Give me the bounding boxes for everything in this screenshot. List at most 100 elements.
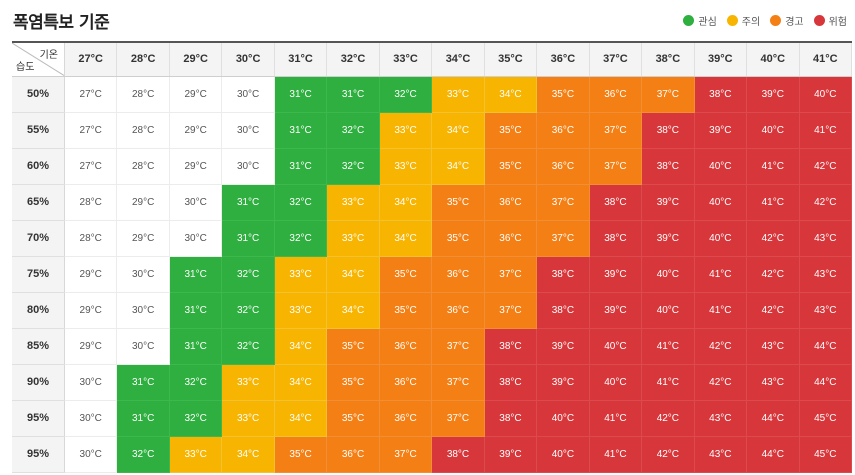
table-cell: 35°C	[326, 400, 380, 437]
table-cell: 39°C	[641, 220, 695, 257]
table-cell: 30°C	[221, 112, 275, 149]
table-cell: 35°C	[326, 364, 380, 401]
table-cell: 29°C	[116, 220, 170, 257]
table-cell: 38°C	[641, 148, 695, 185]
table-cell: 38°C	[484, 328, 538, 365]
table-cell: 31°C	[116, 364, 170, 401]
table-cell: 31°C	[274, 112, 328, 149]
table-cell: 35°C	[536, 76, 590, 113]
table-cell: 31°C	[274, 148, 328, 185]
table-row: 50% 27°C 28°C 29°C 30°C 31°C 31°C 32°C 33°C 34°C 3…	[12, 76, 853, 113]
table-cell: 34°C	[326, 292, 380, 329]
table-cell: 30°C	[116, 292, 170, 329]
table-cell: 34°C	[431, 112, 485, 149]
column-header: 35°C	[484, 42, 538, 77]
table-cell: 36°C	[379, 328, 433, 365]
legend-label: 관심	[698, 17, 717, 28]
table-cell: 33°C	[274, 292, 328, 329]
table-cell: 27°C	[64, 112, 118, 149]
table-cell: 33°C	[326, 184, 380, 221]
table-cell: 39°C	[589, 256, 643, 293]
table-cell: 41°C	[799, 112, 853, 149]
column-header: 34°C	[431, 42, 485, 77]
table-cell: 36°C	[484, 184, 538, 221]
table-cell: 32°C	[221, 292, 275, 329]
table-cell: 37°C	[589, 112, 643, 149]
column-header: 31°C	[274, 42, 328, 77]
table-cell: 34°C	[484, 76, 538, 113]
table-cell: 42°C	[799, 148, 853, 185]
column-header: 29°C	[169, 42, 223, 77]
table-cell: 29°C	[64, 256, 118, 293]
table-cell: 33°C	[221, 364, 275, 401]
table-cell: 38°C	[484, 364, 538, 401]
table-cell: 31°C	[326, 76, 380, 113]
column-header: 37°C	[589, 42, 643, 77]
row-header: 60%	[12, 148, 65, 185]
table-row: 65% 28°C 29°C 30°C 31°C 32°C 33°C 34°C 35°C 36°C 3…	[12, 184, 853, 221]
table-cell: 41°C	[694, 292, 748, 329]
table-cell: 44°C	[799, 328, 853, 365]
table-row: 90% 30°C 31°C 32°C 33°C 34°C 35°C 36°C 37°C 38°C 3…	[12, 364, 853, 401]
diagonal-divider-icon	[12, 43, 64, 76]
orange-dot-icon	[770, 15, 782, 26]
table-cell: 43°C	[694, 400, 748, 437]
column-header: 30°C	[221, 42, 275, 77]
page-title: 폭염특보 기준	[13, 13, 110, 33]
table-row: 70% 28°C 29°C 30°C 31°C 32°C 33°C 34°C 35°C 36°C 3…	[12, 220, 853, 257]
table-cell: 39°C	[746, 76, 800, 113]
table-body: 50% 27°C 28°C 29°C 30°C 31°C 31°C 32°C 33°C 34°C 3…	[12, 76, 853, 473]
table-cell: 35°C	[484, 112, 538, 149]
table-cell: 30°C	[116, 256, 170, 293]
table-cell: 40°C	[746, 112, 800, 149]
table-cell: 36°C	[536, 148, 590, 185]
table-cell: 44°C	[799, 364, 853, 401]
table-cell: 41°C	[641, 364, 695, 401]
table-cell: 40°C	[799, 76, 853, 113]
table-cell: 34°C	[274, 328, 328, 365]
table-cell: 38°C	[484, 400, 538, 437]
table-cell: 41°C	[746, 184, 800, 221]
table-cell: 30°C	[116, 328, 170, 365]
row-header: 80%	[12, 292, 65, 329]
table-cell: 34°C	[326, 256, 380, 293]
column-header: 36°C	[536, 42, 590, 77]
table-cell: 37°C	[431, 364, 485, 401]
table-cell: 44°C	[746, 436, 800, 473]
table-cell: 39°C	[641, 184, 695, 221]
legend-label: 경고	[785, 17, 804, 28]
table-cell: 30°C	[64, 400, 118, 437]
table-cell: 30°C	[169, 184, 223, 221]
table-cell: 32°C	[221, 328, 275, 365]
legend-label: 주의	[741, 17, 761, 28]
column-header: 27°C	[64, 42, 118, 77]
table-cell: 37°C	[536, 220, 590, 257]
table-cell: 29°C	[116, 184, 170, 221]
table-cell: 33°C	[379, 148, 433, 185]
table-cell: 42°C	[799, 184, 853, 221]
table-cell: 35°C	[326, 328, 380, 365]
table-cell: 29°C	[169, 112, 223, 149]
table-header-row: 기온 습도 27°C 28°C 29°C 30°C 31°C 32°C 33°C 34°C 35…	[12, 42, 853, 77]
table-cell: 34°C	[274, 400, 328, 437]
table-cell: 41°C	[694, 256, 748, 293]
table-cell: 38°C	[431, 436, 485, 473]
legend-item-interest: 관심	[683, 13, 717, 28]
table-cell: 27°C	[64, 76, 118, 113]
table-cell: 42°C	[746, 256, 800, 293]
table-cell: 32°C	[221, 256, 275, 293]
table-cell: 39°C	[536, 328, 590, 365]
table-cell: 40°C	[694, 148, 748, 185]
row-header: 95%	[12, 400, 65, 437]
table-cell: 40°C	[641, 292, 695, 329]
table-cell: 28°C	[64, 184, 118, 221]
table-cell: 42°C	[641, 400, 695, 437]
table-cell: 34°C	[431, 148, 485, 185]
table-cell: 44°C	[746, 400, 800, 437]
table-cell: 32°C	[274, 220, 328, 257]
table-cell: 43°C	[799, 292, 853, 329]
table-cell: 43°C	[799, 256, 853, 293]
table-cell: 35°C	[431, 220, 485, 257]
table-cell: 28°C	[116, 112, 170, 149]
table-cell: 40°C	[641, 256, 695, 293]
